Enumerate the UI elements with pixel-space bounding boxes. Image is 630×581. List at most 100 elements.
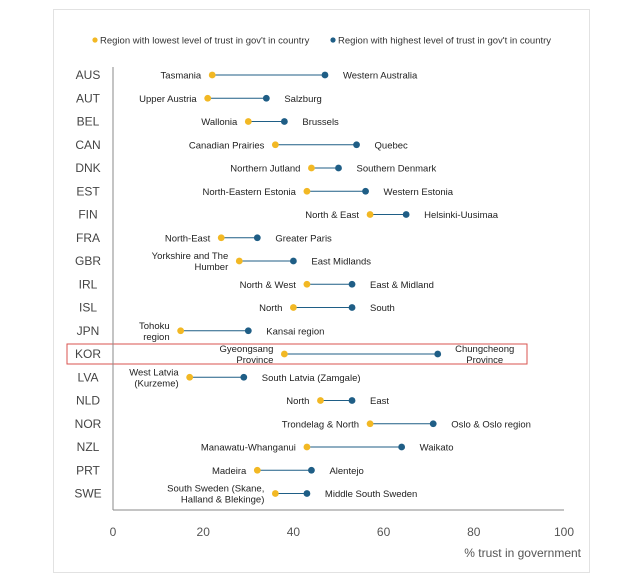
country-label: LVA [78, 370, 99, 384]
highest-marker [290, 257, 297, 265]
lowest-region-label: South Sweden (Skane, Halland & Blekinge) [167, 484, 264, 506]
country-label: PRT [76, 463, 100, 477]
country-label: DNK [75, 161, 100, 175]
country-label: AUT [76, 91, 101, 105]
highest-region-label: Western Australia [343, 71, 418, 82]
x-tick-label: 0 [110, 525, 117, 539]
highest-region-label: Brussels [302, 117, 339, 128]
highest-region-label: Waikato [420, 443, 454, 454]
x-tick-label: 100 [554, 525, 574, 539]
lowest-marker [317, 397, 324, 404]
country-label: NZL [77, 440, 100, 454]
highest-marker [321, 71, 329, 79]
highest-marker [434, 350, 442, 358]
legend-lowest-label: Region with lowest level of trust in gov… [100, 36, 310, 47]
row-jpn: JPN Tohoku region Kansai region [77, 321, 325, 343]
lowest-region-label: North-Eastern Estonia [202, 187, 296, 198]
lowest-marker [244, 118, 252, 125]
chart-frame [53, 9, 590, 573]
country-label: EST [76, 184, 100, 198]
x-axis-title: % trust in government [464, 546, 581, 560]
lowest-marker [280, 350, 288, 358]
highest-region-label: Salzburg [284, 94, 322, 105]
lowest-region-label: North & East [305, 210, 359, 221]
row-nld: NLD North East [76, 394, 389, 408]
row-aut: AUT Upper Austria Salzburg [76, 91, 322, 105]
country-label: AUS [76, 68, 101, 82]
country-label: FRA [76, 231, 100, 245]
lowest-marker [366, 420, 374, 428]
lowest-region-label: North [259, 303, 282, 314]
country-label: FIN [78, 208, 97, 222]
highest-marker [353, 141, 360, 149]
country-label: NOR [75, 417, 102, 431]
lowest-marker [303, 443, 311, 451]
row-dnk: DNK Northern Jutland Southern Denmark [75, 161, 436, 175]
lowest-region-label: North-East [165, 233, 211, 244]
row-est: EST North-Eastern Estonia Western Estonia [76, 184, 453, 198]
highest-region-label: Middle South Sweden [325, 489, 417, 500]
lowest-marker [186, 373, 194, 381]
highest-marker [402, 211, 410, 218]
row-kor: KOR Gyeongsang Province Chungcheong Province [66, 343, 528, 366]
highest-region-label: Greater Paris [275, 233, 332, 244]
country-label: BEL [77, 115, 100, 129]
lowest-marker [271, 490, 279, 497]
row-bel: BEL Wallonia Brussels [77, 115, 339, 129]
lowest-region-label: Madeira [212, 466, 247, 477]
highest-region-label: Quebec [375, 140, 409, 151]
lowest-region-label: West Latvia (Kurzeme) [129, 367, 179, 389]
highest-region-label: Chungcheong Province [455, 344, 514, 366]
country-label: SWE [74, 487, 101, 501]
highest-region-label: East & Midland [370, 280, 434, 291]
highest-region-label: South Latvia (Zamgale) [262, 373, 361, 384]
highest-marker [398, 443, 406, 451]
legend-lowest-marker [92, 37, 98, 43]
lowest-marker [217, 234, 225, 242]
country-label: ISL [79, 301, 97, 315]
lowest-marker [235, 257, 243, 265]
row-nzl: NZL Manawatu-Whanganui Waikato [77, 440, 454, 454]
highest-marker [262, 94, 270, 102]
highest-marker [244, 327, 252, 335]
highest-marker [362, 187, 369, 195]
highest-marker [429, 420, 437, 428]
lowest-marker [366, 211, 374, 218]
legend-highest-label: Region with highest level of trust in go… [338, 36, 551, 47]
row-fin: FIN North & East Helsinki-Uusimaa [78, 208, 498, 222]
lowest-region-label: Trondelag & North [282, 419, 359, 430]
highest-region-label: Western Estonia [384, 187, 454, 198]
row-nor: NOR Trondelag & North Oslo & Oslo region [75, 417, 531, 431]
row-prt: PRT Madeira Alentejo [76, 463, 364, 477]
lowest-region-label: Yorkshire and The Humber [152, 251, 229, 273]
highest-region-label: Helsinki-Uusimaa [424, 210, 499, 221]
highest-marker [348, 304, 356, 311]
highest-region-label: East [370, 396, 389, 407]
lowest-region-label: Tohoku region [139, 321, 170, 343]
highest-marker [348, 397, 356, 404]
highest-marker [335, 164, 342, 172]
highest-marker [303, 490, 311, 497]
lowest-region-label: Northern Jutland [230, 164, 300, 175]
lowest-marker [177, 327, 185, 335]
lowest-marker [208, 71, 216, 79]
lowest-region-label: North [286, 396, 309, 407]
highest-region-label: South [370, 303, 395, 314]
country-label: GBR [75, 254, 101, 268]
lowest-region-label: Tasmania [161, 71, 202, 82]
lowest-marker [303, 280, 311, 288]
row-gbr: GBR Yorkshire and The Humber East Midlands [75, 251, 371, 273]
legend: Region with lowest level of trust in gov… [92, 36, 551, 47]
row-can: CAN Canadian Prairies Quebec [75, 138, 408, 152]
lowest-region-label: North & West [240, 280, 297, 291]
row-irl: IRL North & West East & Midland [79, 277, 434, 291]
row-aus: AUS Tasmania Western Australia [76, 68, 418, 82]
x-axis: 0 20 40 60 80 100 [110, 67, 574, 539]
lowest-region-label: Gyeongsang Province [220, 344, 274, 366]
x-tick-label: 80 [467, 525, 481, 539]
highest-marker [280, 118, 288, 125]
country-label: CAN [75, 138, 100, 152]
lowest-region-label: Upper Austria [139, 94, 197, 105]
x-tick-label: 60 [377, 525, 391, 539]
